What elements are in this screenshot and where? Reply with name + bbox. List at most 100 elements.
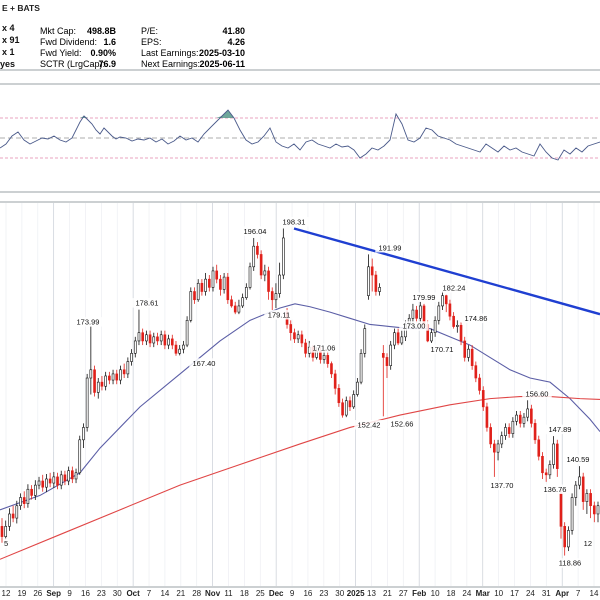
x-tick-label: 31 (542, 589, 551, 598)
x-tick-label: Sep (46, 589, 61, 598)
candle (15, 500, 19, 524)
candle-body (555, 443, 559, 469)
candle (63, 470, 67, 486)
candle-body (137, 332, 141, 342)
candle (478, 373, 481, 395)
candle (596, 501, 600, 523)
price-label: 170.71 (427, 344, 457, 355)
candle (496, 439, 500, 461)
candle (526, 400, 529, 422)
candle (356, 378, 359, 397)
candle (193, 287, 196, 304)
candle (248, 262, 252, 290)
candle (256, 242, 259, 259)
candle-body (37, 480, 41, 486)
candle-body (296, 334, 300, 340)
candle-body (522, 416, 526, 424)
candle-body (274, 293, 278, 301)
candle-body (200, 282, 204, 292)
indicator-overbought-fill (72, 110, 240, 118)
trendline (293, 227, 600, 316)
candle (259, 250, 263, 280)
candle-body (115, 373, 119, 381)
x-tick-label: Dec (269, 589, 284, 598)
candle (378, 283, 381, 296)
candle-body (156, 336, 159, 342)
indicator-overbought-area (72, 116, 100, 118)
candle-body (541, 455, 544, 474)
candle-body (4, 526, 8, 537)
candle-body (248, 266, 252, 288)
candle-body (263, 270, 267, 276)
candle (459, 322, 463, 346)
candle (385, 353, 389, 379)
candle-body (252, 245, 256, 268)
price-label: 136.76 (540, 484, 570, 494)
header-left-fragment: x 1 (2, 47, 15, 57)
candle (330, 361, 333, 379)
price-label: 118.86 (555, 558, 585, 568)
candle-body (474, 365, 478, 379)
stat-label: Mkt Cap: (40, 26, 76, 36)
stat-label: Next Earnings: (141, 59, 200, 69)
candle (100, 375, 104, 391)
candle-body (337, 388, 341, 404)
candle (56, 472, 59, 490)
candle (52, 471, 56, 489)
candle (0, 518, 4, 543)
candle (289, 320, 293, 341)
candle-body (0, 526, 4, 537)
candle-body (418, 305, 422, 319)
candle (45, 474, 48, 493)
candle-body (222, 276, 226, 290)
candle-body (574, 484, 578, 498)
candle-body (526, 408, 529, 418)
candle-body (63, 474, 67, 482)
price-label: 173.99 (73, 317, 103, 327)
candle-body (481, 390, 485, 408)
candle (374, 270, 378, 296)
candle-body (85, 377, 89, 428)
price-label-text: 152.42 (358, 420, 381, 429)
candle (393, 328, 396, 350)
candle (359, 349, 363, 385)
candle (174, 340, 178, 356)
candle-body (26, 488, 30, 504)
candle (274, 283, 278, 308)
price-label: 5 (4, 538, 12, 548)
candle-body (196, 282, 200, 301)
candle-body (537, 439, 541, 457)
price-panel: 198.31 196.04 191.99 182.24 179.99 178.61 179.… (0, 201, 600, 588)
candle (552, 436, 555, 469)
x-tick-label: 21 (176, 589, 185, 598)
price-label-bg (580, 538, 592, 548)
price-label: 182.24 (439, 283, 469, 293)
price-label-text: 170.71 (431, 345, 454, 354)
stat-label: Fwd Yield: (40, 48, 82, 58)
candle-body (130, 353, 133, 362)
candle (230, 295, 233, 308)
x-tick-label: 17 (510, 589, 519, 598)
price-label-bg (240, 226, 270, 236)
trendline-line (293, 227, 600, 316)
candle (352, 390, 355, 409)
candle (37, 476, 41, 490)
candle (433, 316, 437, 337)
x-tick-label: 10 (494, 589, 503, 598)
candle-body (378, 287, 381, 292)
price-label-bg (387, 418, 417, 429)
x-tick-label: 14 (160, 589, 169, 598)
x-tick-label: Apr (555, 589, 569, 598)
x-tick-label: 12 (2, 589, 11, 598)
candlesticks (0, 228, 600, 556)
stat-value: 2025-06-11 (199, 59, 245, 69)
candle (30, 485, 33, 500)
x-tick-label: 23 (97, 589, 106, 598)
candle (4, 520, 8, 540)
candle (396, 328, 400, 346)
price-label-bg (189, 358, 219, 368)
price-label-bg (375, 242, 405, 253)
candle-body (300, 334, 304, 344)
candle (145, 330, 148, 346)
candle (348, 396, 352, 411)
